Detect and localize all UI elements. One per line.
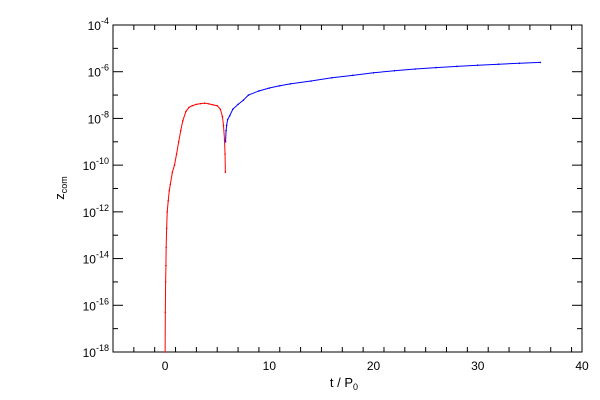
x-tick-label: 10 <box>263 359 277 373</box>
data-point <box>222 124 225 127</box>
data-point <box>351 74 354 77</box>
data-point <box>228 114 231 117</box>
series-1 <box>164 102 227 353</box>
plot-frame <box>112 24 583 353</box>
data-point <box>203 102 206 104</box>
data-point <box>224 153 226 155</box>
y-tick-label: 10-16 <box>83 296 109 313</box>
data-point <box>268 87 271 89</box>
data-series <box>164 61 542 353</box>
data-point <box>173 164 176 166</box>
data-point <box>164 351 166 353</box>
y-tick-label: 10-8 <box>88 109 109 126</box>
data-point <box>212 104 214 106</box>
x-axis-title: t / P0 <box>330 375 358 392</box>
y-axis-title: zcom <box>52 176 69 200</box>
series-line <box>225 61 541 142</box>
data-point <box>208 103 210 105</box>
data-point <box>167 199 170 202</box>
y-tick-labels: 10-4 10-6 10-8 10-10 10-12 10-14 10-16 10-18 <box>83 16 109 360</box>
series-2 <box>224 61 542 143</box>
data-point <box>414 68 417 70</box>
data-point <box>247 94 250 96</box>
data-point <box>476 64 479 67</box>
data-point <box>372 71 375 74</box>
data-point <box>258 90 260 92</box>
data-point <box>435 66 437 69</box>
data-point <box>539 61 542 64</box>
data-point <box>393 69 396 72</box>
data-point <box>310 80 312 82</box>
data-point <box>225 124 228 127</box>
data-point <box>188 106 190 109</box>
data-point <box>219 108 222 110</box>
data-point <box>182 119 184 122</box>
data-point <box>168 189 171 192</box>
x-tick-label: 40 <box>575 359 589 373</box>
data-point <box>221 115 224 118</box>
data-point <box>518 62 521 65</box>
data-point <box>216 104 219 107</box>
data-point <box>225 129 227 132</box>
tick-marks <box>112 24 582 353</box>
data-point <box>165 227 168 229</box>
y-tick-label: 10-14 <box>83 250 109 267</box>
x-tick-label: 20 <box>367 359 381 373</box>
data-point <box>278 84 281 87</box>
data-point <box>191 104 194 107</box>
data-point <box>164 281 167 283</box>
data-point <box>497 63 500 65</box>
x-tick-label: 0 <box>162 359 169 373</box>
data-point <box>224 171 227 173</box>
data-point <box>232 108 234 110</box>
y-tick-label: 10-12 <box>83 203 109 220</box>
data-point <box>166 211 168 213</box>
y-tick-label: 10-18 <box>83 343 109 360</box>
data-point <box>195 103 198 106</box>
data-point <box>171 171 174 173</box>
data-point <box>165 264 167 267</box>
y-tick-label: 10-6 <box>88 63 109 80</box>
data-point <box>226 118 229 121</box>
data-point <box>224 140 227 143</box>
data-point <box>289 83 291 85</box>
data-point <box>179 129 182 132</box>
data-point <box>223 139 226 141</box>
data-point <box>169 183 172 186</box>
data-point <box>177 140 180 143</box>
data-point <box>242 99 245 102</box>
data-point <box>175 153 178 155</box>
series-line <box>164 102 226 353</box>
x-tick-labels: 0 10 20 30 40 <box>162 359 589 373</box>
data-point <box>199 102 202 105</box>
data-point <box>185 110 187 113</box>
data-point <box>237 103 239 106</box>
data-point <box>165 246 167 249</box>
data-point <box>456 65 458 68</box>
plot-area <box>112 24 583 353</box>
x-tick-label: 30 <box>471 359 485 373</box>
y-tick-label: 10-10 <box>83 156 109 173</box>
data-point <box>164 311 167 314</box>
y-tick-label: 10-4 <box>88 16 109 33</box>
data-point <box>331 76 333 79</box>
